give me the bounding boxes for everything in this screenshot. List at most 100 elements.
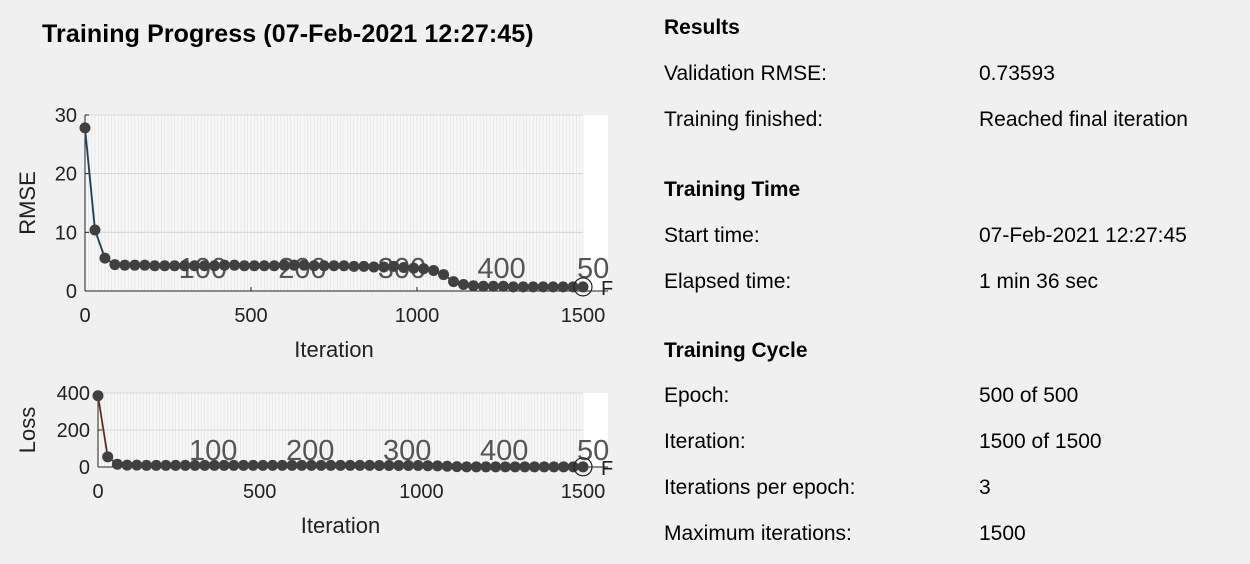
rmse-data-point — [497, 280, 509, 292]
rmse-data-point — [448, 276, 460, 288]
training-time-heading: Training Time — [664, 178, 801, 201]
rmse-data-point — [258, 260, 270, 272]
loss-final-marker-label: F — [601, 458, 613, 480]
loss-data-point — [247, 459, 259, 471]
rmse-data-point — [408, 262, 420, 274]
loss-x-tick-label: 1000 — [399, 481, 444, 503]
rmse-data-point — [378, 261, 390, 273]
rmse-data-point — [248, 260, 260, 272]
maximum-iterations-value: 1500 — [979, 522, 1026, 545]
rmse-data-point — [547, 281, 559, 293]
rmse-final-marker — [573, 277, 593, 297]
loss-data-point — [432, 460, 443, 472]
loss-data-point — [402, 460, 414, 472]
iteration-value: 1500 of 1500 — [979, 430, 1102, 453]
rmse-data-point — [338, 260, 350, 272]
loss-data-point — [267, 459, 279, 471]
rmse-data-point — [567, 281, 579, 293]
loss-plot-extension — [583, 393, 608, 467]
loss-data-point — [538, 461, 550, 473]
loss-data-point — [558, 461, 570, 473]
loss-data-point — [509, 461, 521, 473]
rmse-data-point — [388, 260, 400, 272]
loss-x-tick-label: 500 — [243, 481, 276, 503]
rmse-data-point — [189, 260, 201, 272]
rmse-data-point — [398, 262, 410, 274]
rmse-data-point — [328, 260, 340, 272]
rmse-data-point — [268, 260, 280, 272]
rmse-data-point — [199, 260, 211, 272]
loss-data-point — [461, 461, 473, 473]
rmse-data-point — [298, 259, 310, 271]
iteration-label: Iteration: — [664, 430, 746, 453]
rmse-data-point — [318, 260, 330, 272]
rmse-data-point — [238, 260, 250, 272]
loss-y-tick-label: 0 — [79, 457, 90, 479]
loss-x-axis-label: Iteration — [301, 513, 381, 538]
loss-data-point — [383, 460, 395, 472]
loss-data-point — [354, 459, 366, 471]
loss-data-point — [102, 451, 114, 463]
results-heading: Results — [664, 16, 740, 39]
rmse-data-point — [517, 281, 529, 293]
loss-data-point — [141, 459, 152, 471]
loss-y-tick-label: 400 — [57, 383, 90, 405]
rmse-epoch-label: 50 — [577, 253, 609, 285]
rmse-data-point — [99, 252, 111, 264]
rmse-plot-extension — [583, 115, 608, 291]
loss-data-point — [296, 459, 308, 471]
rmse-data-point — [438, 269, 450, 281]
loss-data-point — [373, 460, 385, 472]
rmse-epoch-label: 400 — [477, 253, 525, 285]
loss-data-point — [218, 459, 230, 471]
rmse-data-point — [278, 259, 290, 271]
training-cycle-heading: Training Cycle — [664, 339, 808, 362]
start-time-value: 07-Feb-2021 12:27:45 — [979, 224, 1187, 247]
rmse-y-axis-label: RMSE — [15, 171, 40, 235]
loss-final-marker — [573, 457, 593, 477]
loss-x-tick-label: 0 — [92, 481, 103, 503]
rmse-x-tick-label: 1500 — [561, 305, 606, 327]
loss-data-point — [412, 460, 424, 472]
rmse-data-point — [139, 259, 151, 271]
rmse-data-point — [159, 260, 171, 272]
iterations-per-epoch-label: Iterations per epoch: — [664, 476, 856, 499]
loss-data-point — [257, 459, 269, 471]
loss-data-point — [286, 459, 298, 471]
loss-data-point — [325, 459, 337, 471]
rmse-data-point — [418, 263, 430, 275]
loss-data-point — [208, 459, 220, 471]
rmse-y-tick-label: 10 — [55, 222, 77, 244]
rmse-data-point — [537, 281, 549, 293]
rmse-data-point — [487, 280, 499, 292]
loss-data-point — [111, 458, 123, 470]
loss-data-point — [548, 461, 560, 473]
loss-data-point — [131, 459, 143, 471]
loss-data-point — [567, 461, 579, 473]
rmse-x-tick-label: 0 — [79, 305, 90, 327]
loss-data-point — [519, 461, 531, 473]
validation-rmse-label: Validation RMSE: — [664, 62, 828, 85]
loss-data-point — [422, 460, 434, 472]
rmse-y-tick-label: 30 — [55, 105, 77, 127]
rmse-data-point — [149, 260, 161, 272]
loss-data-point — [480, 461, 492, 473]
rmse-data-point — [208, 260, 220, 272]
loss-data-point — [577, 461, 589, 473]
loss-x-tick-label: 1500 — [561, 481, 606, 503]
loss-data-point — [199, 459, 211, 471]
loss-data-point — [451, 461, 463, 473]
loss-data-point — [228, 459, 240, 471]
loss-data-point — [170, 459, 182, 471]
epoch-value: 500 of 500 — [979, 384, 1079, 407]
rmse-data-point — [557, 281, 569, 293]
iterations-per-epoch-value: 3 — [979, 476, 991, 499]
loss-data-point — [344, 459, 356, 471]
loss-y-axis-label: Loss — [15, 407, 40, 453]
rmse-data-point — [428, 264, 440, 276]
rmse-y-tick-label: 20 — [55, 164, 77, 186]
elapsed-time-label: Elapsed time: — [664, 270, 792, 293]
rmse-data-point — [358, 260, 370, 272]
rmse-data-point — [477, 280, 489, 292]
validation-rmse-value: 0.73593 — [979, 62, 1055, 85]
